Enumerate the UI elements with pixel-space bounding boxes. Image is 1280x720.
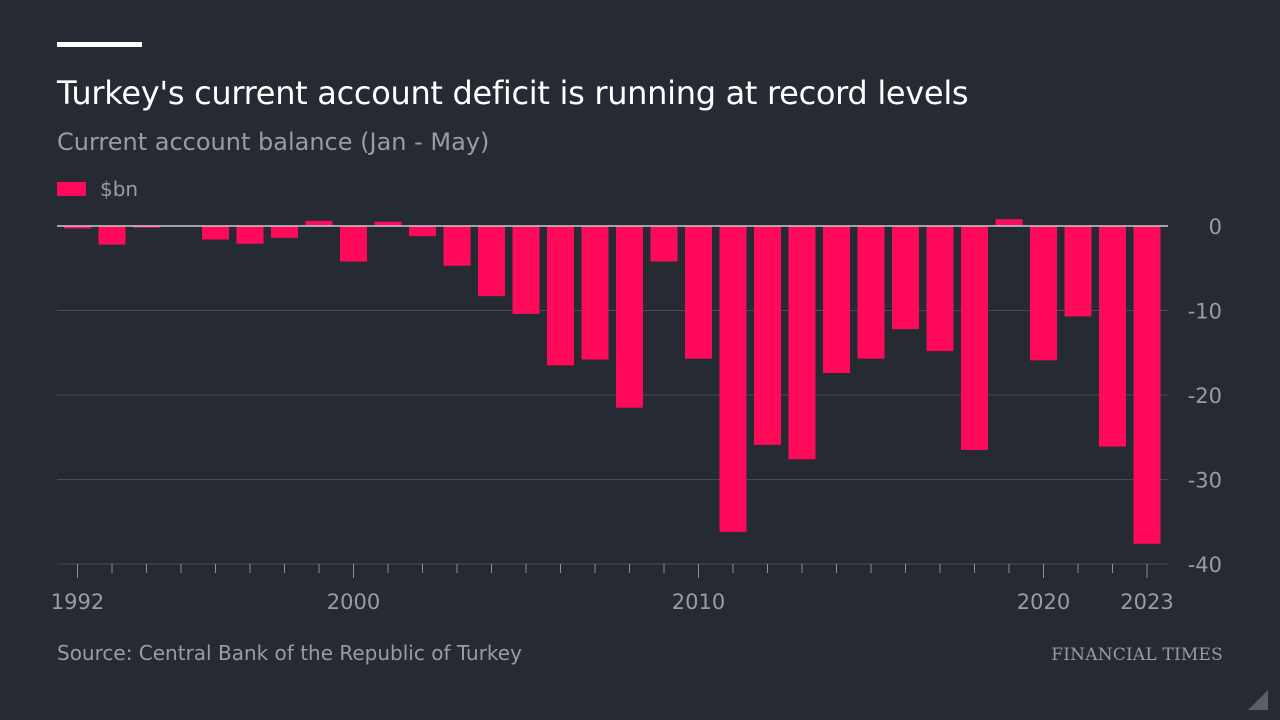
- bar-2021: [1064, 226, 1092, 317]
- legend-label: $bn: [100, 177, 139, 201]
- bar-2020: [1030, 226, 1057, 361]
- bar-1997: [236, 226, 264, 244]
- bar-2003: [443, 226, 471, 266]
- y-tick-label-neg30: -30: [1188, 469, 1222, 493]
- bar-2004: [478, 226, 505, 297]
- bar-2013: [788, 226, 816, 460]
- bar-2008: [616, 226, 643, 408]
- resize-corner-icon: [1248, 690, 1268, 710]
- bar-2022: [1099, 226, 1126, 447]
- x-tick-label-1992: 1992: [51, 590, 104, 614]
- legend-swatch: [57, 182, 86, 196]
- bar-2007: [581, 226, 609, 360]
- bar-2010: [685, 226, 712, 359]
- x-tick-label-2000: 2000: [327, 590, 380, 614]
- x-tick-label-2020: 2020: [1017, 590, 1070, 614]
- bar-2015: [857, 226, 885, 359]
- bar-1993: [98, 226, 126, 245]
- bar-2011: [719, 226, 747, 532]
- y-tick-label-0: 0: [1209, 215, 1222, 239]
- bar-2016: [892, 226, 919, 330]
- legend: $bn: [57, 176, 138, 202]
- bar-1996: [202, 226, 229, 240]
- y-tick-label-neg10: -10: [1188, 300, 1222, 324]
- chart-title: Turkey's current account deficit is runn…: [57, 74, 969, 112]
- bar-2019: [995, 219, 1023, 226]
- bar-2014: [823, 226, 850, 374]
- bar-2017: [926, 226, 954, 352]
- y-tick-label-neg40: -40: [1188, 553, 1222, 577]
- bar-1998: [271, 226, 298, 238]
- bar-2012: [754, 226, 781, 445]
- bar-2009: [650, 226, 678, 262]
- source-note: Source: Central Bank of the Republic of …: [57, 641, 522, 665]
- bar-2023: [1133, 226, 1161, 544]
- chart-subtitle: Current account balance (Jan - May): [57, 128, 490, 156]
- bar-2018: [961, 226, 988, 450]
- bar-2000: [340, 226, 367, 262]
- bar-1992: [64, 226, 91, 229]
- bar-2001: [374, 221, 402, 226]
- y-tick-label-neg20: -20: [1188, 384, 1222, 408]
- publisher-logo: FINANCIAL TIMES: [1051, 645, 1223, 665]
- bar-1994: [133, 226, 160, 228]
- bar-2002: [409, 226, 436, 237]
- bar-1999: [305, 220, 333, 226]
- x-tick-label-2023: 2023: [1120, 590, 1173, 614]
- x-tick-label-2010: 2010: [672, 590, 725, 614]
- bar-2006: [547, 226, 574, 366]
- bar-2005: [512, 226, 540, 314]
- header-accent-bar: [57, 42, 142, 47]
